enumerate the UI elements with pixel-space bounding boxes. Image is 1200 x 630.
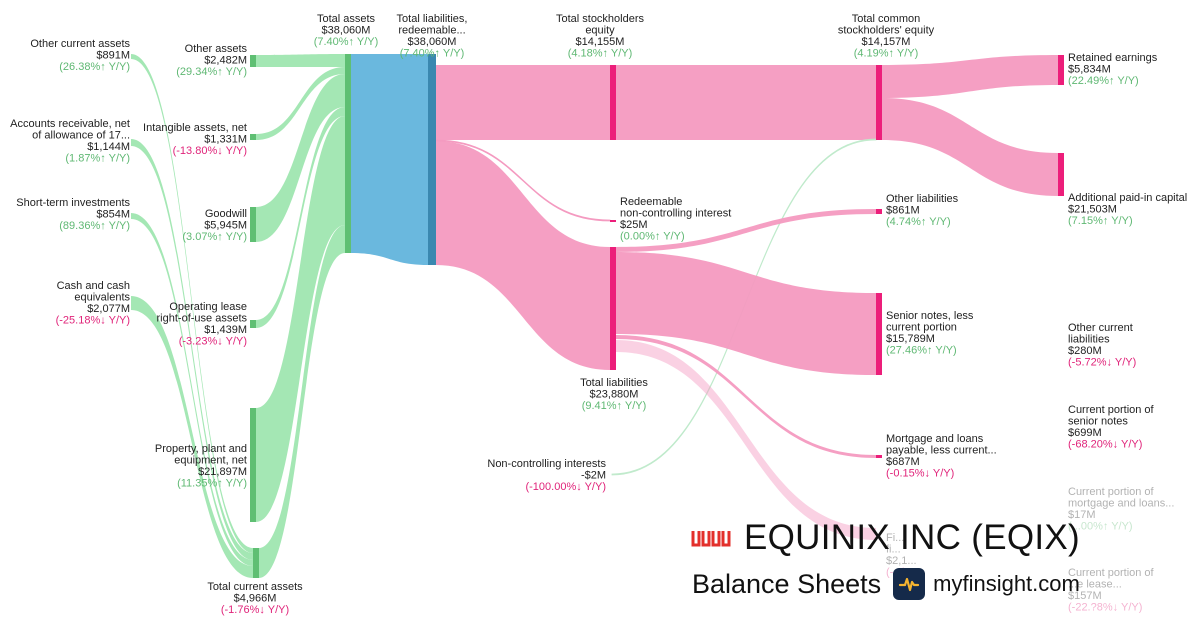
- link-total_liabilities-to-mortgage_loans: [616, 335, 876, 458]
- node-retained_earnings: [1058, 55, 1064, 85]
- node-intangible_assets: [250, 134, 256, 140]
- node-total_stockholders_equity: [610, 65, 616, 140]
- node-operating_lease_rou: [250, 320, 256, 328]
- label-current_lease: Current portion of ...e lease... $157M (-22…: [1068, 567, 1155, 614]
- label-total_common_equity: Total common stockholders' equity $14,157M…: [838, 13, 935, 60]
- myfinsight-pulse-icon: [893, 568, 926, 600]
- label-other_assets: Other assets $2,482M (29.34%↑ Y/Y): [176, 43, 247, 78]
- label-cash: Cash and cash equivalents $2,077M (-25.18%↓…: [56, 280, 131, 327]
- label-total_assets: Total assets $38,060M (7.40%↑ Y/Y): [314, 13, 379, 48]
- label-current_mortgage: Current portion of mortgage and loans... $…: [1068, 486, 1174, 533]
- label-retained_earnings: Retained earnings $5,834M (22.49%↑ Y/Y): [1068, 52, 1158, 87]
- brand-overlay: EQUINIX INC (EQIX) Balance Sheets myfins…: [690, 512, 1195, 627]
- node-other_liabilities: [876, 209, 882, 214]
- node-redeemable_nci: [610, 220, 616, 222]
- label-other_liabilities: Other liabilities $861M (4.74%↑ Y/Y): [886, 193, 959, 228]
- sankey-nodes: [250, 54, 1064, 578]
- link-total_liab_redeemable-to-total_stockholders_equity: [436, 65, 610, 140]
- link-total_common_equity-to-apic: [882, 98, 1058, 196]
- label-total_stockholders_equity: Total stockholders equity $14,155M (4.18%↑ …: [556, 13, 645, 60]
- label-short_term_investments: Short-term investments $854M (89.36%↑ Y/Y): [16, 197, 130, 232]
- link-other_assets-to-total_assets: [256, 54, 345, 67]
- label-total_current_assets: Total current assets $4,966M (-1.76%↓ Y/Y): [207, 581, 303, 616]
- link-ppe-to-total_assets: [256, 116, 345, 522]
- link-operating_lease_rou-to-total_assets: [256, 107, 345, 328]
- node-total_assets: [345, 54, 351, 253]
- label-goodwill: Goodwill $5,945M (3.07%↑ Y/Y): [182, 208, 247, 243]
- node-total_liab_redeemable: [428, 54, 436, 265]
- label-senior_notes: Senior notes, less current portion $15,789…: [886, 310, 974, 357]
- label-accounts_receivable: Accounts receivable, net of allowance of …: [10, 118, 130, 165]
- sankey-labels: Other current assets $891M (26.38%↑ Y/Y) Ac…: [10, 13, 1187, 616]
- link-total_stockholders_equity-to-total_common_equity: [616, 65, 876, 140]
- label-current_senior_notes: Current portion of senior notes $699M (-68.…: [1068, 404, 1155, 451]
- label-operating_lease_rou: Operating lease right-of-use assets $1,439…: [157, 301, 248, 348]
- link-total_liabilities-to-senior_notes: [616, 252, 876, 375]
- link-accounts_receivable-to-total_current_assets: [131, 139, 253, 560]
- link-total_liabilities-to-other_liabilities: [616, 209, 876, 252]
- node-total_current_assets: [253, 548, 259, 578]
- node-ppe: [250, 408, 256, 522]
- node-total_liabilities: [610, 247, 616, 370]
- link-other_current_assets-to-total_current_assets: [131, 54, 253, 553]
- node-other_assets: [250, 55, 256, 67]
- link-cash-to-total_current_assets: [131, 296, 253, 578]
- brand-title-row: EQUINIX INC (EQIX): [690, 518, 1080, 558]
- label-intangible_assets: Intangible assets, net $1,331M (-13.80%↓ Y…: [143, 122, 247, 157]
- link-total_liabilities-to-finance_lease: [616, 340, 876, 540]
- label-other_current_assets: Other current assets $891M (26.38%↑ Y/Y): [30, 38, 130, 73]
- sankey-links: [131, 54, 1058, 578]
- brand-subtitle-row: Balance Sheets myfinsight.com: [692, 568, 1080, 600]
- brand-site[interactable]: myfinsight.com: [933, 571, 1080, 596]
- link-total_liab_redeemable-to-total_liabilities: [436, 141, 610, 370]
- label-total_liab_redeemable: Total liabilities, redeemable... $38,060M(…: [397, 13, 468, 60]
- label-redeemable_nci: Redeemable non-controlling interest $25M (0…: [620, 196, 731, 243]
- equinix-logo-icon: [691, 531, 731, 547]
- link-total_current_assets-to-total_assets: [259, 225, 345, 578]
- label-other_current_liabilities: Other current liabilities $280M (-5.72%↓ Y/…: [1068, 322, 1136, 369]
- link-total_common_equity-to-retained_earnings: [882, 55, 1058, 98]
- label-ppe: Property, plant and equipment, net $21,897…: [155, 443, 247, 490]
- brand-title: EQUINIX INC (EQIX): [744, 518, 1080, 557]
- brand-subtitle: Balance Sheets: [692, 568, 882, 599]
- link-goodwill-to-total_assets: [256, 74, 345, 242]
- node-apic: [1058, 153, 1064, 196]
- label-mortgage_loans: Mortgage and loans payable, less current.…: [886, 433, 997, 480]
- label-total_liabilities: Total liabilities $23,880M (9.41%↑ Y/Y): [580, 377, 648, 412]
- node-total_common_equity: [876, 65, 882, 140]
- node-goodwill: [250, 207, 256, 242]
- node-senior_notes: [876, 293, 882, 375]
- link-short_term_investments-to-total_current_assets: [131, 213, 253, 566]
- label-apic: Additional paid-in capital $21,503M (7.15%…: [1068, 192, 1187, 227]
- node-mortgage_loans: [876, 455, 882, 458]
- label-non_controlling_interests: Non-controlling interests -$2M (-100.00%↓ …: [487, 458, 606, 493]
- link-total_assets-to-total_liab_redeemable: [351, 54, 428, 265]
- link-intangible_assets-to-total_assets: [256, 67, 345, 140]
